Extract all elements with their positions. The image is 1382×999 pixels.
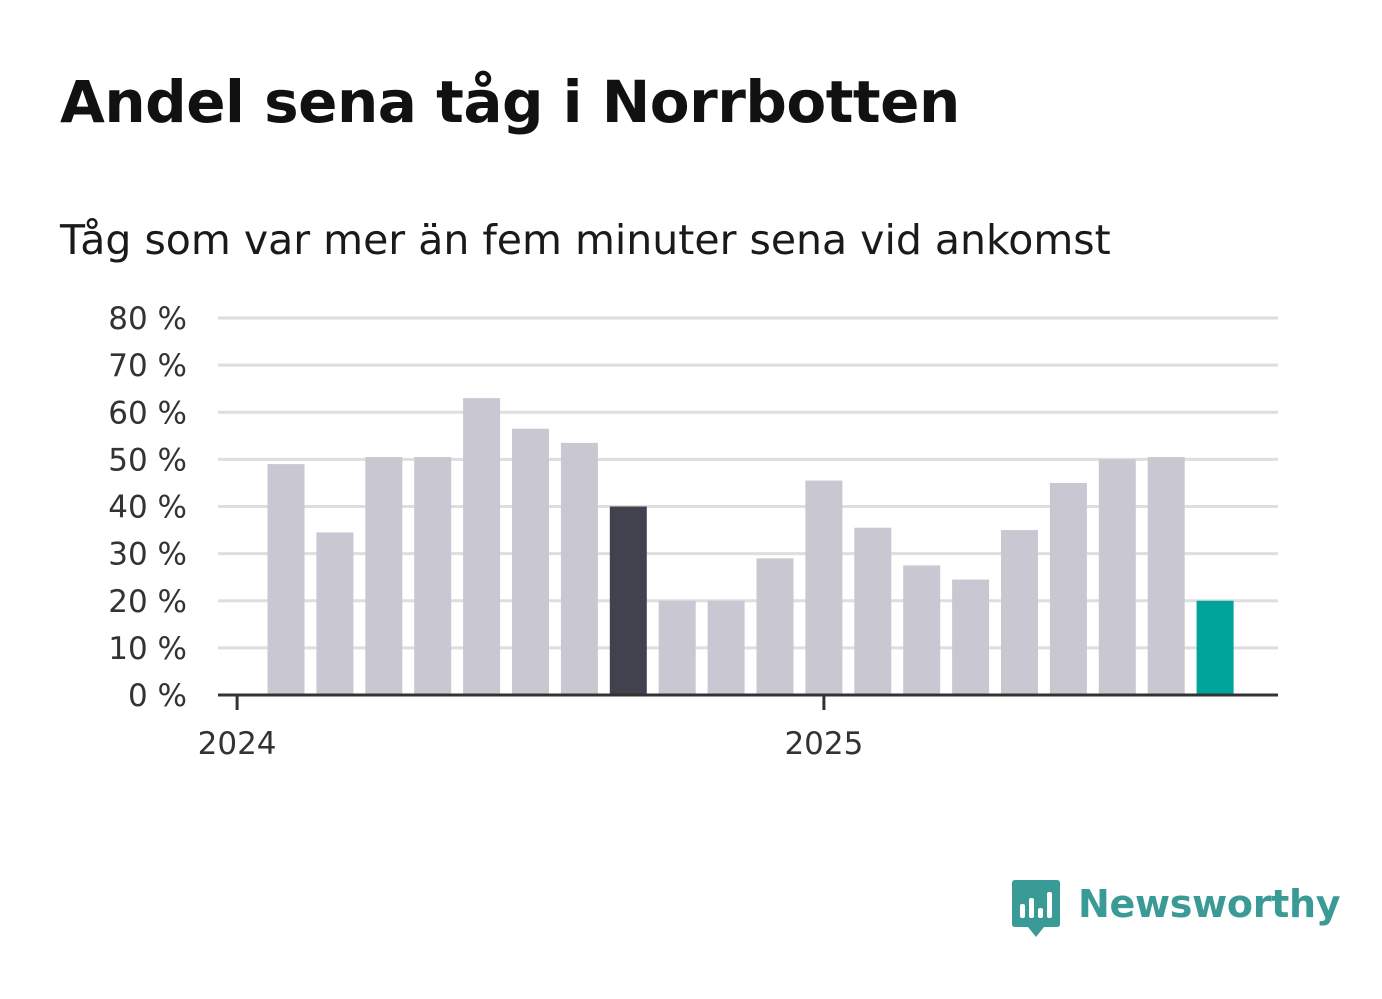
chart-subtitle: Tåg som var mer än fem minuter sena vid …: [60, 216, 1111, 264]
y-tick-label: 20 %: [108, 584, 187, 620]
bar-2024-05: [463, 398, 501, 695]
y-tick-label: 80 %: [108, 301, 187, 337]
bar-2025-05: [1049, 482, 1087, 695]
bar-2025-02: [903, 565, 941, 695]
y-tick-label: 50 %: [108, 442, 187, 478]
bar-chart: 0 % 10 % 20 % 30 % 40 % 50 % 60 % 70 % 80 % 2024…: [108, 301, 1278, 762]
bar-2025-08: [1196, 600, 1234, 695]
bar-2024-04: [414, 457, 452, 695]
newsworthy-logo-text: Newsworthy: [1078, 882, 1341, 926]
bar-2024-08: [609, 506, 647, 695]
bar-2025-04: [1001, 530, 1038, 695]
y-tick-label: 70 %: [108, 348, 187, 384]
bar-2024-03: [365, 457, 403, 695]
bar-2024-07: [560, 442, 598, 695]
bar-2024-12: [805, 480, 843, 695]
x-tick-label: 2024: [198, 726, 277, 762]
chart-title: Andel sena tåg i Norrbotten: [60, 68, 960, 136]
bar-2025-06: [1098, 459, 1136, 695]
x-axis: 2024 2025: [198, 693, 1278, 762]
bar-2024-01: [267, 464, 305, 695]
y-tick-label: 30 %: [108, 537, 187, 573]
x-tick-label: 2025: [784, 726, 863, 762]
bar-2025-07: [1147, 457, 1185, 695]
y-tick-label: 10 %: [108, 631, 187, 667]
bar-2024-02: [316, 532, 354, 695]
bar-2024-09: [658, 600, 696, 695]
y-tick-label: 40 %: [108, 490, 187, 526]
y-tick-label: 60 %: [108, 395, 187, 431]
bar-2024-06: [512, 428, 549, 695]
bar-2025-01: [854, 527, 892, 695]
newsworthy-logo: Newsworthy: [1010, 878, 1341, 940]
bar-2025-03: [952, 579, 990, 695]
y-tick-label: 0 %: [128, 678, 187, 714]
y-axis-ticks: 0 % 10 % 20 % 30 % 40 % 50 % 60 % 70 % 80 %: [108, 301, 187, 714]
bar-2024-10: [707, 600, 745, 695]
newsworthy-logo-icon: [1012, 880, 1060, 937]
bars: [267, 398, 1234, 695]
bar-2024-11: [756, 558, 794, 695]
